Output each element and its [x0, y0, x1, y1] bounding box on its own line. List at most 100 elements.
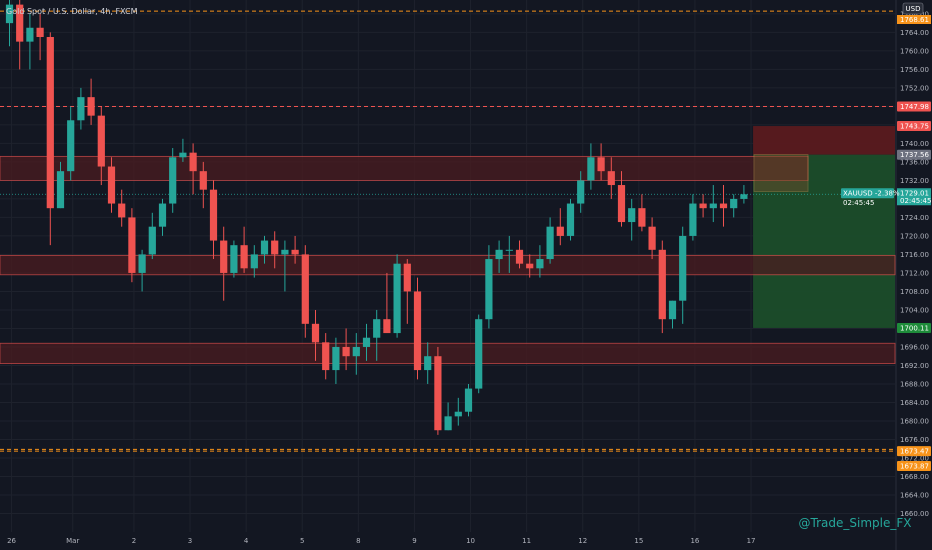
candle-body — [362, 337, 371, 347]
candle — [26, 13, 34, 70]
candle — [413, 277, 422, 380]
candle-body — [128, 217, 136, 273]
currency-badge-bg — [902, 2, 924, 15]
support-zone — [0, 342, 896, 365]
y-tick-label: 1692.00 — [900, 362, 929, 370]
stop-loss-area — [753, 126, 895, 155]
candle-body — [730, 198, 738, 209]
candle-body — [679, 235, 687, 301]
watermark: @Trade_Simple_FX — [799, 516, 912, 530]
candle — [515, 240, 524, 269]
x-tick-label: 12 — [578, 537, 587, 545]
candle — [566, 198, 575, 241]
candle — [699, 194, 707, 218]
candle — [403, 259, 411, 324]
candle-body — [220, 240, 228, 273]
candle — [240, 226, 248, 273]
top-price-tag-text: 1768.61 — [900, 16, 929, 24]
candle — [158, 198, 167, 236]
candle-body — [332, 346, 340, 371]
candle — [648, 217, 656, 260]
candle — [87, 78, 95, 125]
candle-body — [403, 263, 411, 292]
candle — [546, 217, 554, 264]
candle-body — [617, 185, 626, 223]
top-price-tag: 1768.61 — [897, 15, 931, 24]
candle — [36, 13, 44, 61]
price-tag-1673-87-bg — [897, 460, 931, 471]
y-tick-label: 1708.00 — [900, 288, 929, 296]
price-tag-target: 1700.11 — [897, 322, 931, 333]
candle-body — [352, 346, 360, 357]
candle — [587, 143, 595, 190]
price-tag-1673-87: 1673.87 — [897, 460, 931, 471]
candle — [118, 189, 126, 227]
currency-badge: USD — [902, 2, 924, 15]
price-tag-countdown: 02:45:45 — [900, 197, 931, 205]
candle-body — [658, 249, 666, 320]
candle — [607, 157, 615, 199]
candle-body — [464, 388, 473, 412]
y-tick-label: 1720.00 — [900, 232, 929, 240]
candle-body — [199, 171, 207, 190]
candle-body — [138, 254, 146, 273]
price-tag-entry: 1737.56 — [897, 149, 931, 160]
candle — [189, 143, 197, 195]
candle — [383, 272, 391, 334]
x-tick-label: 11 — [522, 537, 531, 545]
y-tick-label: 1676.00 — [900, 436, 929, 444]
candle-body — [342, 346, 350, 357]
candle — [679, 226, 687, 324]
candles — [5, 0, 748, 435]
candle-body — [740, 194, 748, 199]
candle-body — [373, 319, 381, 338]
candle-body — [454, 411, 462, 417]
candle — [464, 383, 473, 417]
candle — [271, 231, 279, 269]
candle-body — [413, 291, 422, 371]
candle — [577, 171, 585, 213]
y-tick-label: 1684.00 — [900, 399, 929, 407]
price-tag-stop-text: 1743.75 — [900, 123, 929, 131]
resistance-zone — [0, 155, 809, 181]
candle — [46, 32, 54, 246]
candle-body — [46, 37, 54, 209]
price-tag-1673-47-text: 1673.47 — [900, 448, 929, 456]
candle-body — [260, 240, 269, 255]
candle — [424, 342, 432, 384]
candle — [709, 185, 717, 223]
candle-body — [311, 323, 320, 343]
candle — [485, 245, 493, 329]
candle-body — [689, 203, 697, 236]
price-tag-entry-text: 1737.56 — [900, 151, 929, 159]
x-tick-label: 26 — [7, 537, 16, 545]
candle — [199, 161, 207, 209]
candle-body — [118, 203, 126, 218]
candle-body — [179, 152, 187, 158]
candle-body — [556, 226, 564, 236]
candle-body — [536, 259, 544, 269]
candle — [342, 328, 350, 371]
candle-body — [485, 259, 493, 320]
y-tick-label: 1660.00 — [900, 510, 929, 518]
y-tick-label: 1764.00 — [900, 29, 929, 37]
candle-body — [628, 208, 636, 223]
candle — [730, 194, 738, 218]
chart-title: Gold Spot / U.S. Dollar, 4h, FXCM — [6, 7, 138, 16]
y-tick-label: 1736.00 — [900, 158, 929, 166]
candle-body — [209, 189, 218, 241]
y-tick-label: 1724.00 — [900, 214, 929, 222]
candle-body — [26, 27, 34, 42]
candle-body — [587, 157, 595, 181]
candle — [179, 138, 187, 162]
candle-body — [444, 416, 452, 431]
candle-body — [36, 27, 44, 38]
candle-body — [281, 249, 289, 255]
y-tick-label: 1756.00 — [900, 66, 929, 74]
candle-body — [577, 180, 585, 204]
x-tick-label: 2 — [132, 537, 136, 545]
candle — [281, 240, 289, 292]
price-tag-target-bg — [897, 322, 931, 333]
